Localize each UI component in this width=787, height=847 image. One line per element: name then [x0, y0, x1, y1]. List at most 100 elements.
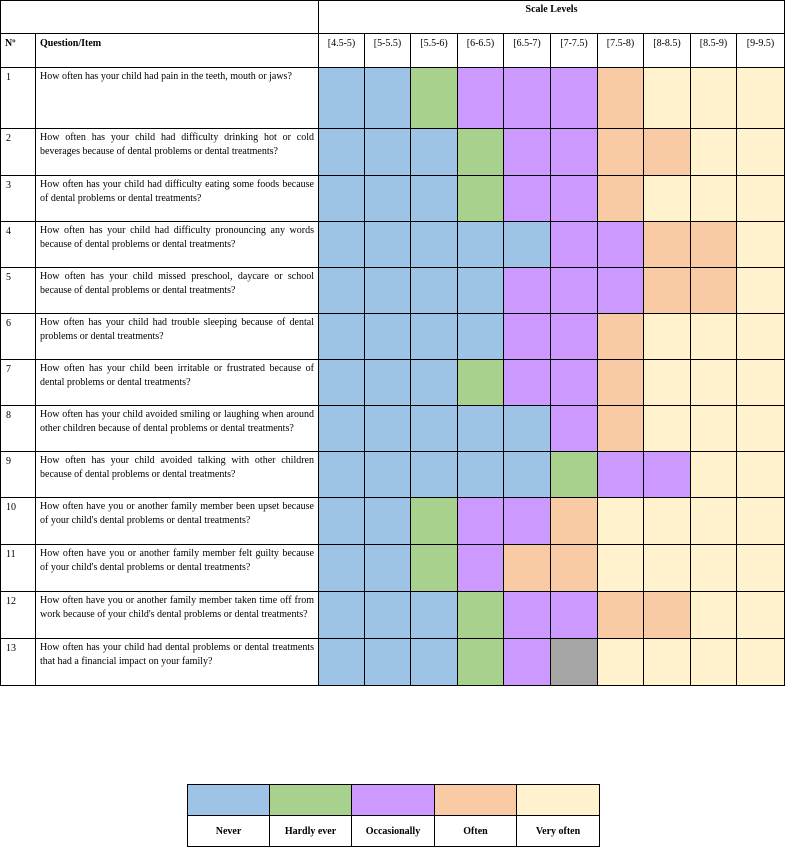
level-cell-occ: [503, 67, 551, 129]
table-row: 7 How often has your child been irritable…: [0, 359, 785, 406]
level-cell-never: [410, 175, 458, 222]
level-cell-often: [643, 591, 691, 639]
level-cell-very: [736, 638, 785, 686]
level-cell-never: [457, 405, 504, 452]
level-cell-never: [318, 497, 365, 545]
table-row: 4 How often has your child had difficulty…: [0, 221, 785, 268]
level-cell-never: [318, 128, 365, 176]
level-cell-never: [364, 544, 411, 592]
level-cell-never: [318, 405, 365, 452]
level-cell-very: [690, 544, 737, 592]
table-row: 5 How often has your child missed prescho…: [0, 267, 785, 314]
level-cell-never: [364, 128, 411, 176]
level-cell-often: [503, 544, 551, 592]
level-cell-never: [364, 405, 411, 452]
level-cell-very: [736, 544, 785, 592]
legend-label: Often: [434, 815, 517, 847]
level-cell-very: [690, 405, 737, 452]
level-cell-never: [410, 267, 458, 314]
question-text: How often has your child been irritable …: [35, 359, 319, 406]
level-cell-very: [643, 405, 691, 452]
level-cell-never: [457, 313, 504, 360]
level-cell-occ: [550, 221, 598, 268]
level-cell-never: [318, 451, 365, 498]
question-text: How often have you or another family mem…: [35, 544, 319, 592]
level-cell-never: [410, 451, 458, 498]
table-row: 12 How often have you or another family m…: [0, 591, 785, 639]
level-header: [4.5-5): [318, 33, 365, 68]
level-cell-occ: [550, 313, 598, 360]
scale-levels-table: Scale Levels Nº Question/Item [4.5-5) [5…: [0, 0, 785, 686]
level-cell-occ: [457, 497, 504, 545]
row-number: 6: [0, 313, 36, 360]
level-cell-often: [597, 591, 644, 639]
question-text: How often has your child had pain in the…: [35, 67, 319, 129]
level-cell-often: [597, 405, 644, 452]
question-column-header: Question/Item: [35, 33, 319, 68]
row-number: 12: [0, 591, 36, 639]
level-cell-very: [690, 638, 737, 686]
level-cell-very: [643, 359, 691, 406]
level-cell-often: [597, 359, 644, 406]
question-text: How often has your child avoided smiling…: [35, 405, 319, 452]
question-text: How often has your child had difficulty …: [35, 175, 319, 222]
level-cell-occ: [503, 128, 551, 176]
level-header: [8.5-9): [690, 33, 737, 68]
level-cell-never: [318, 638, 365, 686]
question-text: How often has your child had dental prob…: [35, 638, 319, 686]
level-cell-very: [690, 67, 737, 129]
table-row: 6 How often has your child had trouble sl…: [0, 313, 785, 360]
level-cell-never: [503, 221, 551, 268]
legend-swatch-never: [187, 784, 270, 816]
row-number: 5: [0, 267, 36, 314]
level-cell-occ: [457, 544, 504, 592]
level-cell-na: [550, 638, 598, 686]
level-cell-very: [597, 544, 644, 592]
table-row: 8 How often has your child avoided smilin…: [0, 405, 785, 452]
row-number: 10: [0, 497, 36, 545]
row-number: 9: [0, 451, 36, 498]
level-cell-often: [643, 267, 691, 314]
level-cell-never: [410, 128, 458, 176]
level-cell-very: [597, 497, 644, 545]
legend-swatch-often: [434, 784, 517, 816]
level-header: [7-7.5): [550, 33, 598, 68]
level-cell-often: [643, 128, 691, 176]
question-text: How often has your child missed preschoo…: [35, 267, 319, 314]
level-cell-often: [597, 128, 644, 176]
level-cell-occ: [597, 221, 644, 268]
level-header: [8-8.5): [643, 33, 691, 68]
table-row: 2 How often has your child had difficulty…: [0, 128, 785, 176]
level-cell-never: [503, 405, 551, 452]
level-cell-occ: [550, 67, 598, 129]
level-cell-very: [736, 128, 785, 176]
level-cell-very: [736, 267, 785, 314]
level-cell-occ: [550, 405, 598, 452]
level-cell-very: [643, 67, 691, 129]
level-cell-occ: [503, 175, 551, 222]
level-cell-very: [643, 544, 691, 592]
table-row: 1 How often has your child had pain in th…: [0, 67, 785, 129]
level-cell-often: [597, 313, 644, 360]
level-cell-very: [690, 451, 737, 498]
level-cell-occ: [643, 451, 691, 498]
level-cell-never: [364, 451, 411, 498]
level-cell-very: [736, 67, 785, 129]
scale-levels-title: Scale Levels: [318, 0, 785, 34]
legend-label: Occasionally: [351, 815, 435, 847]
level-cell-very: [736, 591, 785, 639]
level-cell-occ: [550, 591, 598, 639]
level-cell-very: [690, 128, 737, 176]
level-cell-occ: [597, 267, 644, 314]
table-row: 9 How often has your child avoided talkin…: [0, 451, 785, 498]
level-cell-hardly: [410, 67, 458, 129]
question-text: How often have you or another family mem…: [35, 591, 319, 639]
question-text: How often has your child had trouble sle…: [35, 313, 319, 360]
level-cell-hardly: [410, 497, 458, 545]
level-cell-never: [410, 359, 458, 406]
level-cell-never: [318, 544, 365, 592]
level-cell-never: [318, 175, 365, 222]
table-row: 3 How often has your child had difficulty…: [0, 175, 785, 222]
level-cell-often: [597, 175, 644, 222]
level-cell-very: [736, 497, 785, 545]
